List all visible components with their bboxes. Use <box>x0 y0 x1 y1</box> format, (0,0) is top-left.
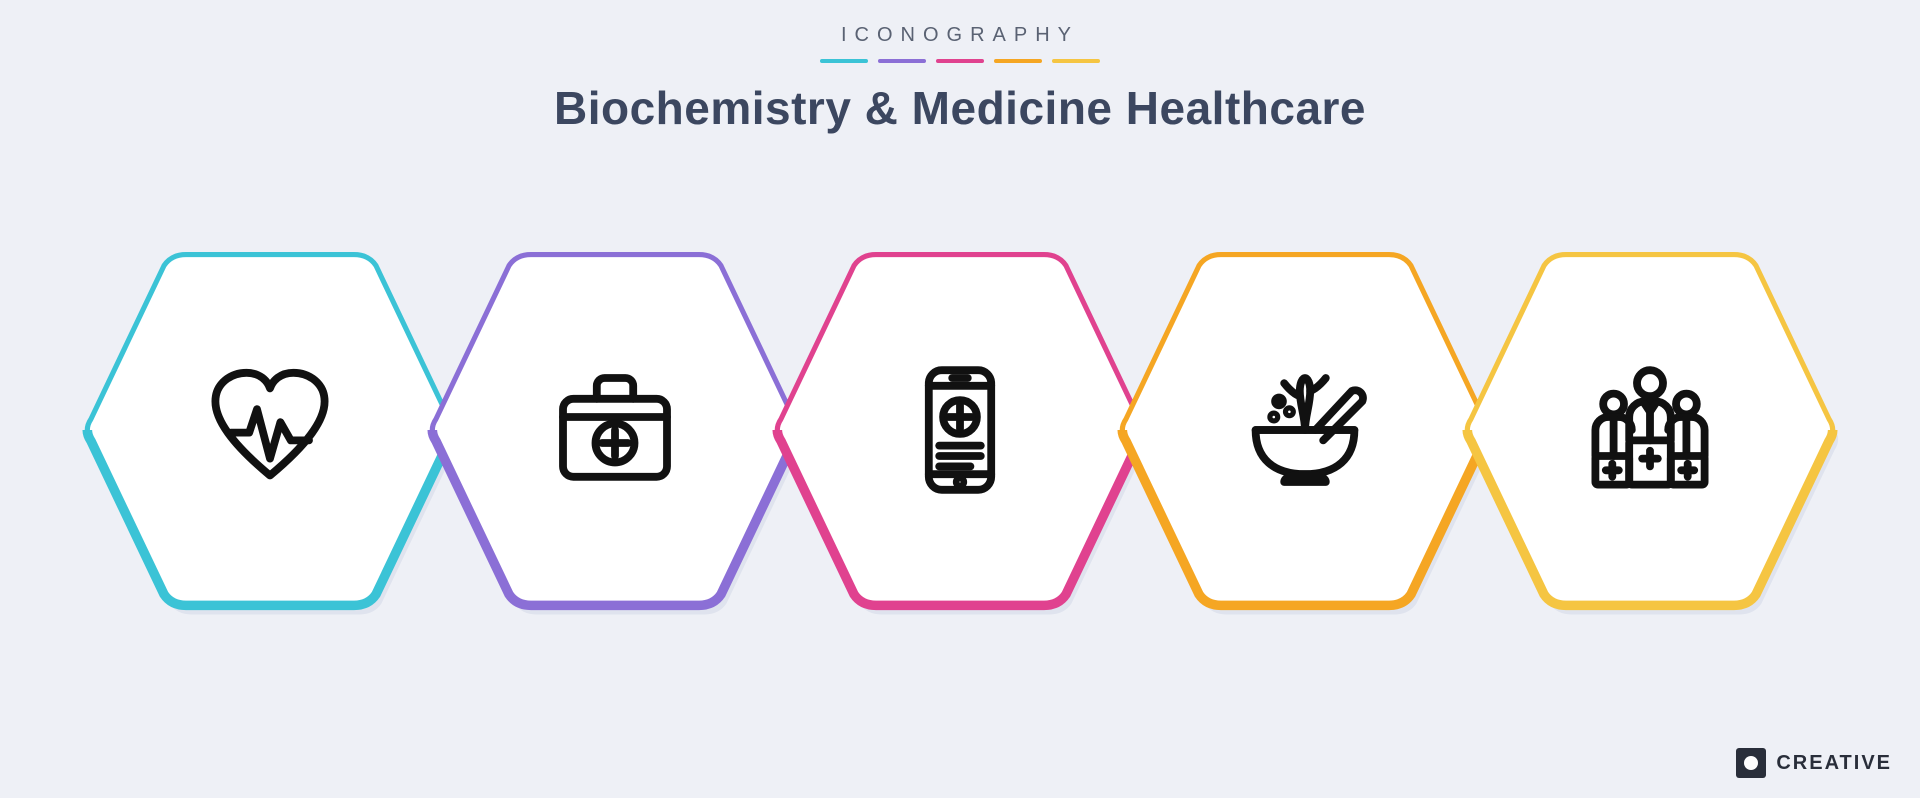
accent-swatch <box>878 59 926 63</box>
mortar-pestle-icon <box>1240 365 1370 495</box>
hex-tile <box>1115 240 1495 620</box>
page-title: Biochemistry & Medicine Healthcare <box>0 81 1920 135</box>
hex-tile <box>425 240 805 620</box>
header: ICONOGRAPHY Biochemistry & Medicine Heal… <box>0 24 1920 135</box>
hex-tile <box>770 240 1150 620</box>
medical-team-icon <box>1585 365 1715 495</box>
watermark-text: CREATIVE <box>1776 752 1892 775</box>
first-aid-kit-icon <box>550 365 680 495</box>
medical-app-icon <box>895 365 1025 495</box>
accent-swatch <box>994 59 1042 63</box>
accent-swatch <box>936 59 984 63</box>
accent-swatch <box>1052 59 1100 63</box>
watermark-logo <box>1736 748 1766 778</box>
heart-rate-icon <box>205 365 335 495</box>
icon-stage <box>80 220 1840 640</box>
brand-label: ICONOGRAPHY <box>0 24 1920 47</box>
hex-tile <box>1460 240 1840 620</box>
accent-swatch <box>820 59 868 63</box>
watermark: CREATIVE <box>1736 748 1892 778</box>
accent-underline <box>0 59 1920 63</box>
hex-tile <box>80 240 460 620</box>
